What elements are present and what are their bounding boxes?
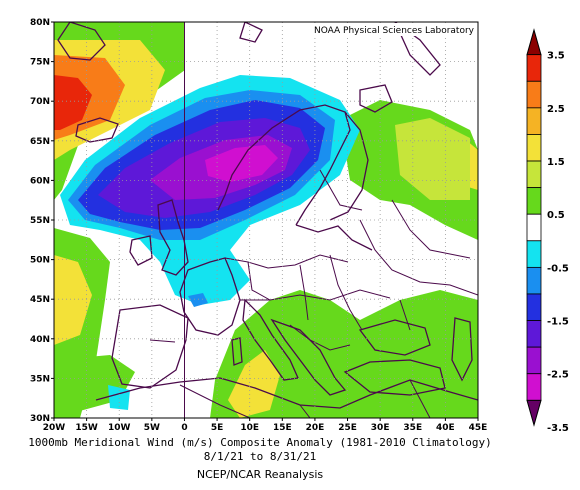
contour-magenta-north (205, 145, 278, 182)
lat-tick-label: 65N (30, 137, 50, 147)
colorbar-swatch (526, 266, 542, 295)
coast-baltic (295, 224, 373, 251)
colorbar-swatch (526, 320, 542, 348)
contour-red-west (54, 75, 92, 130)
coast-black-sea (358, 319, 431, 356)
lon-tick-label: 5E (211, 423, 223, 433)
coast-france (179, 257, 241, 336)
coast-iceland (75, 117, 119, 143)
lat-tick-label: 45N (30, 295, 50, 305)
lon-tick-label: 45E (469, 423, 488, 433)
border-1 (224, 254, 349, 269)
border-7 (391, 199, 471, 259)
contour-lime-east (395, 118, 470, 200)
colorbar-label: -1.5 (547, 317, 569, 328)
colorbar-swatch (526, 240, 542, 268)
coast-caspian (451, 317, 473, 382)
coast-white-sea (359, 84, 393, 113)
colorbar-label: 1.5 (547, 157, 565, 168)
colorbar-swatch (526, 160, 542, 189)
caption-title: 1000mb Meridional Wind (m/s) Composite A… (28, 436, 492, 449)
lon-tick-label: 15W (75, 423, 98, 433)
border-6 (359, 219, 478, 296)
colorbar (526, 28, 542, 427)
lat-tick-label: 70N (30, 97, 50, 107)
credit-box (296, 23, 477, 36)
lon-tick-label: 10E (240, 423, 259, 433)
lon-tick-label: 40E (436, 423, 455, 433)
colorbar-label: 3.5 (547, 51, 565, 62)
contour-blue-spot (188, 293, 208, 307)
lon-tick-label: 20E (306, 423, 325, 433)
colorbar-label: 0.5 (547, 210, 565, 221)
coast-iberia (111, 304, 189, 389)
caption-dates: 8/1/21 to 8/31/21 (203, 450, 317, 463)
coast-sardinia (231, 337, 243, 366)
colorbar-swatch (526, 213, 542, 242)
border-9 (289, 324, 351, 351)
border-11 (299, 404, 311, 418)
coast-italy (242, 298, 299, 381)
border-2 (247, 261, 391, 301)
colorbar-label: -0.5 (547, 263, 569, 274)
lat-tick-label: 55N (30, 216, 50, 226)
border-12 (409, 379, 431, 418)
lon-tick-label: 20W (43, 423, 66, 433)
border-8 (149, 339, 176, 343)
coast-finland (329, 111, 369, 221)
lon-tick-label: 5W (144, 423, 160, 433)
colorbar-label: -2.5 (547, 370, 569, 381)
lon-tick-label: 10W (108, 423, 131, 433)
latitude-axis: 80N 75N 70N 65N 60N 55N 50N 45N 40N 35N 30N (30, 18, 54, 424)
colorbar-labels: 3.5 2.5 1.5 0.5 -0.5 -1.5 -2.5 -3.5 (547, 51, 569, 434)
colorbar-swatch (526, 346, 542, 375)
contour-cyan-sw (108, 385, 130, 410)
lat-tick-label: 40N (30, 335, 50, 345)
colorbar-swatch (526, 373, 542, 401)
border-4 (299, 264, 309, 321)
lat-tick-label: 80N (30, 18, 50, 28)
credit-text: NOAA Physical Sciences Laboratory (314, 26, 475, 36)
lat-tick-label: 30N (30, 414, 50, 424)
contour-green-low-west (54, 355, 135, 418)
country-borders (149, 169, 478, 418)
caption-source: NCEP/NCAR Reanalysis (196, 468, 324, 481)
colorbar-swatch (526, 134, 542, 162)
lat-tick-label: 35N (30, 374, 50, 384)
anomaly-contours (54, 22, 478, 418)
border-13 (399, 299, 411, 331)
lat-lon-grid (54, 22, 478, 418)
lon-tick-label: 35E (403, 423, 422, 433)
contour-yellow-italy (228, 350, 280, 418)
coast-scandinavia (217, 104, 351, 226)
colorbar-top-arrow (526, 28, 542, 56)
lat-tick-label: 60N (30, 176, 50, 186)
lat-tick-label: 75N (30, 58, 50, 68)
lon-tick-label: 15E (273, 423, 292, 433)
border-5 (329, 254, 363, 331)
border-10 (179, 384, 251, 418)
lon-tick-label: 30E (371, 423, 390, 433)
lon-tick-label: 0 (181, 423, 187, 433)
coast-uk (157, 199, 189, 276)
colorbar-swatch (526, 187, 542, 215)
colorbar-swatch (526, 293, 542, 321)
coast-novaya (394, 22, 441, 76)
colorbar-swatch (526, 80, 542, 109)
lat-tick-label: 50N (30, 256, 50, 266)
colorbar-swatch (526, 107, 542, 135)
coast-greenland (57, 22, 106, 61)
contour-yellow-sw (54, 255, 92, 345)
border-14 (319, 169, 363, 211)
lon-tick-label: 25E (338, 423, 357, 433)
longitude-axis: 20W 15W 10W 5W 0 5E 10E 15E 20E 25E 30E 35E 40E 45E (43, 418, 488, 433)
coast-svalbard (239, 22, 263, 43)
colorbar-label: -3.5 (547, 423, 569, 434)
colorbar-label: 2.5 (547, 104, 565, 115)
colorbar-bottom-arrow (526, 399, 542, 427)
colorbar-swatch (526, 54, 542, 82)
coast-ireland (129, 235, 153, 266)
